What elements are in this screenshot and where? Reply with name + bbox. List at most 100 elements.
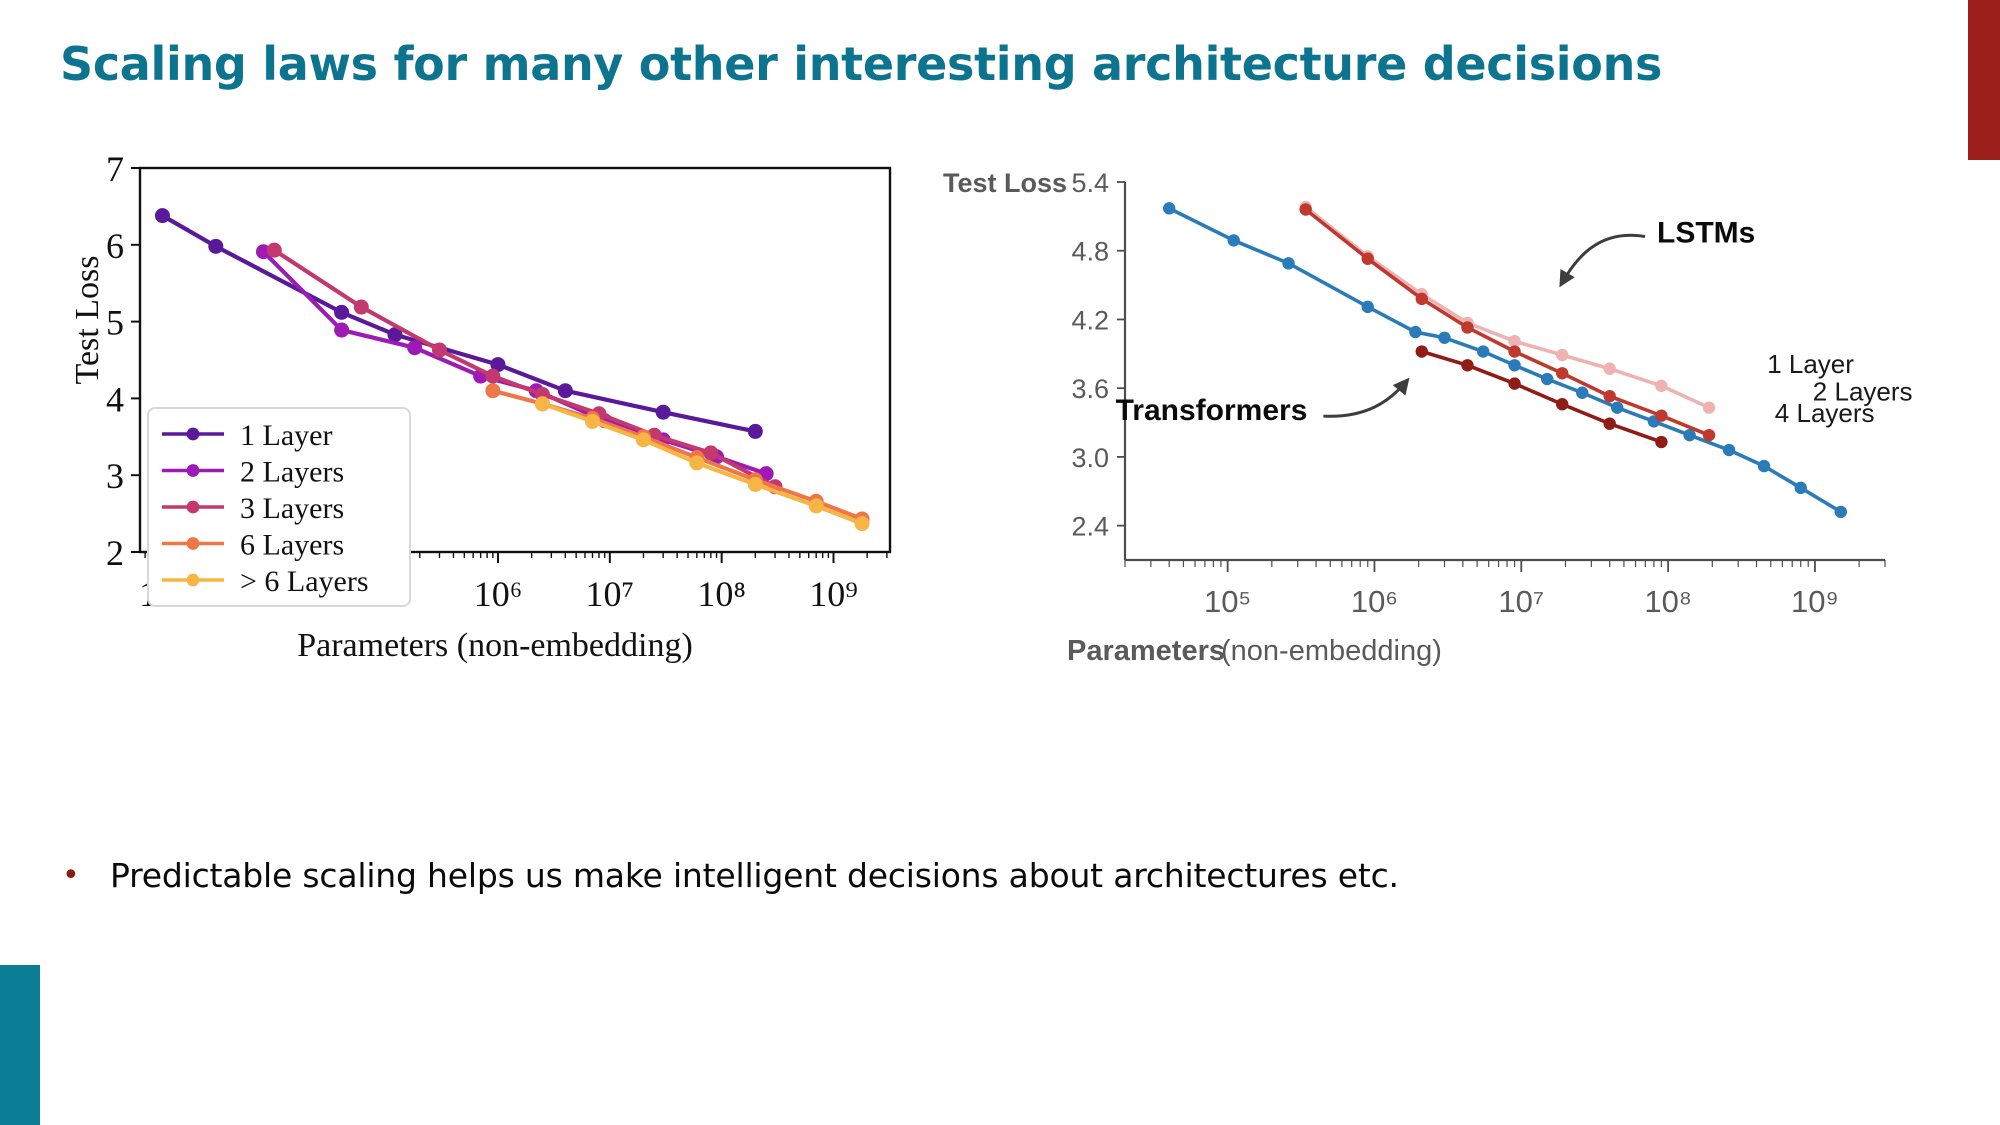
- data-point: [534, 396, 550, 412]
- data-point: [1722, 443, 1736, 457]
- data-point: [747, 423, 763, 439]
- right-chart-container: 2.4 3.0 3.6 4.2 4.8 5.4 Test Loss 10⁵ 10⁶ 10⁷ 10⁸ 1…: [943, 160, 1970, 680]
- data-point: [1508, 377, 1521, 390]
- data-point: [387, 327, 403, 343]
- decorative-bar-red: [1968, 0, 2000, 160]
- data-point: [1655, 409, 1668, 422]
- data-point: [635, 432, 651, 448]
- svg-text:10⁸: 10⁸: [1644, 584, 1692, 619]
- series-line: [160, 213, 758, 434]
- y-tick-label: 4: [106, 379, 124, 419]
- x-tick-label: 10⁷: [1498, 584, 1544, 619]
- svg-text:10⁷: 10⁷: [1498, 584, 1544, 619]
- legend-swatch-dot: [186, 427, 200, 441]
- data-point: [854, 516, 870, 532]
- legend-label: 3 Layers: [240, 492, 344, 525]
- y-tick-label: 3: [106, 456, 124, 496]
- data-point: [1299, 203, 1312, 216]
- data-point: [407, 340, 423, 356]
- data-point: [1163, 202, 1176, 215]
- data-point: [1603, 417, 1616, 430]
- right-series-group: [1163, 201, 1847, 519]
- series-lstm-4-layers: [1415, 345, 1668, 449]
- data-point: [1461, 321, 1474, 334]
- data-point: [808, 498, 824, 514]
- left-series-group: [154, 208, 870, 532]
- data-point: [1655, 379, 1668, 393]
- legend-swatch-dot: [186, 573, 200, 587]
- y-axis-label: Test Loss: [69, 256, 106, 385]
- y-tick-label: 6: [106, 226, 124, 266]
- y-tick-label: 3.0: [1071, 443, 1109, 473]
- x-tick-label: 10⁹: [809, 574, 858, 614]
- data-point: [1361, 300, 1374, 314]
- legend-swatch-dot: [186, 500, 200, 514]
- annotation-arrow-lstms: [1559, 233, 1646, 288]
- data-point: [1415, 292, 1428, 306]
- data-point: [1702, 401, 1716, 414]
- legend-item[interactable]: 6 Layers: [162, 529, 344, 562]
- data-point: [1540, 372, 1554, 386]
- x-tick-label: 10⁹: [1791, 584, 1839, 619]
- data-point: [1438, 331, 1451, 344]
- data-point: [557, 383, 573, 399]
- series--6-layers: [534, 396, 870, 532]
- data-point: [655, 404, 671, 420]
- y-tick-label: 2.4: [1071, 512, 1109, 542]
- data-point: [1556, 348, 1569, 362]
- data-point: [1794, 481, 1807, 495]
- data-point: [747, 476, 763, 492]
- x-axis-label: Parameters (non-embedding): [297, 627, 693, 664]
- legend-box: [147, 407, 411, 607]
- data-point: [353, 299, 369, 315]
- x-axis-label: Parameters (non-embedding): [1067, 635, 1442, 667]
- data-point: [334, 304, 350, 320]
- data-point: [1556, 398, 1569, 411]
- data-point: [1361, 252, 1374, 265]
- bullet-list: • Predictable scaling helps us make inte…: [62, 855, 1862, 896]
- svg-text:10⁶: 10⁶: [1351, 584, 1398, 619]
- series-1-layer: [154, 208, 763, 439]
- svg-text:10⁹: 10⁹: [1791, 584, 1839, 619]
- annotation-transformers: Transformers: [1116, 394, 1308, 427]
- legend-item[interactable]: 1 Layer: [162, 419, 332, 452]
- data-point: [485, 383, 501, 399]
- series-transformers: [1163, 202, 1847, 519]
- left-chart-svg: 23456710³10⁴10⁵10⁶10⁷10⁸10⁹Parameters (n…: [69, 149, 892, 664]
- data-point: [208, 238, 224, 254]
- x-tick-label: 10⁸: [697, 574, 746, 614]
- data-point: [1834, 505, 1847, 519]
- y-tick-label: 4.2: [1071, 305, 1109, 335]
- legend-swatch-dot: [186, 464, 200, 477]
- left-chart-container: 23456710³10⁴10⁵10⁶10⁷10⁸10⁹Parameters (n…: [69, 149, 902, 670]
- y-tick-label: 5: [106, 303, 124, 343]
- data-point: [1508, 335, 1521, 348]
- x-tick-label: 10⁶: [1351, 584, 1398, 619]
- data-point: [490, 357, 506, 373]
- x-tick-label: 10⁵: [1204, 584, 1251, 619]
- x-axis-label-bold: Parameters: [1067, 635, 1225, 667]
- data-point: [431, 342, 447, 358]
- annotation-1-layer: 1 Layer: [1767, 349, 1854, 379]
- annotation-lstms: LSTMs: [1657, 216, 1755, 249]
- legend-item[interactable]: > 6 Layers: [162, 565, 369, 598]
- data-point: [584, 413, 600, 429]
- annotation-2-layers: 2 Layers: [1813, 376, 1913, 406]
- series-line: [1419, 349, 1664, 444]
- data-point: [1415, 345, 1428, 358]
- annotation-4-layers: 4 Layers: [1775, 398, 1875, 428]
- data-point: [1603, 362, 1616, 375]
- left-plot-frame: [138, 166, 892, 554]
- y-tick-label: 7: [106, 149, 124, 189]
- data-point: [1683, 428, 1696, 442]
- legend-label: 2 Layers: [240, 456, 344, 489]
- legend-item[interactable]: 2 Layers: [162, 456, 344, 489]
- legend-item[interactable]: 3 Layers: [162, 492, 344, 525]
- data-point: [1757, 459, 1771, 473]
- data-point: [1611, 401, 1624, 414]
- y-tick-label: 3.6: [1071, 374, 1109, 404]
- series-line: [1167, 206, 1843, 514]
- annotation-arrow-transformers: [1323, 377, 1410, 418]
- data-point: [1508, 359, 1521, 372]
- data-point: [1409, 325, 1422, 339]
